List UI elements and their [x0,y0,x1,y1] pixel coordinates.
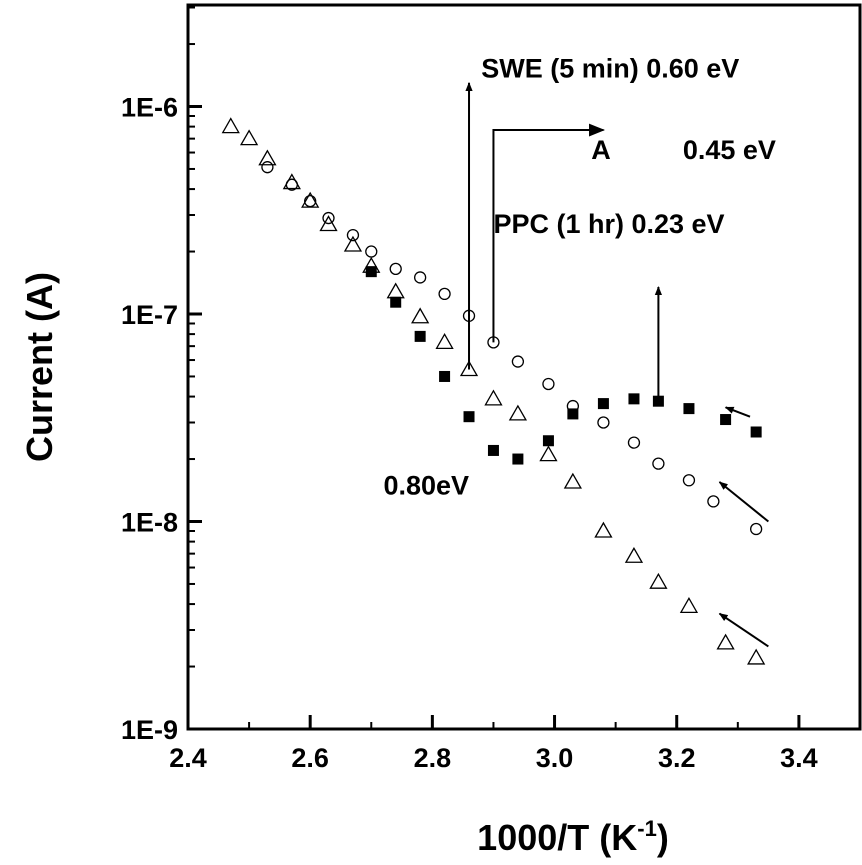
y-tick-label: 1E-9 [121,715,178,745]
point-triangle [435,333,454,350]
point-circle [707,495,720,508]
point-square [628,393,640,405]
point-circle [322,211,335,225]
point-circle [511,355,525,368]
point-circle [365,245,378,258]
point-square [597,398,609,410]
point-square [487,444,499,456]
annotation-label: SWE (5 min) 0.60 eV [481,53,739,83]
point-triangle [594,521,613,538]
point-triangle [563,472,582,489]
annotation-label: 0.80eV [383,470,469,500]
point-square [390,296,402,308]
point-circle [682,474,696,487]
point-triangle [221,117,240,134]
x-axis: 2.4 2.6 2.8 3.0 3.2 3.4 [169,715,818,773]
x-tick-label: 2.6 [291,743,329,773]
point-circle [389,262,402,276]
point-circle [597,416,610,429]
x-tick-label: 3.0 [536,743,574,773]
y-tick-label: 1E-8 [121,508,178,538]
point-circle [285,178,299,191]
point-triangle [459,360,479,377]
point-triangle [343,235,363,252]
x-tick-label: 3.2 [658,743,696,773]
point-square [542,435,554,447]
arrow-diagonal [718,612,769,648]
annotation-label: 0.45 eV [683,135,776,165]
point-triangle [716,633,735,650]
point-triangle [484,389,503,406]
point-circle [438,287,451,301]
annotation-arrows [465,81,769,648]
plot-frame [186,3,862,731]
y-tick-label: 1E-7 [121,300,178,330]
annotations: SWE (5 min) 0.60 eV A 0.45 eV PPC (1 hr) 0.… [383,53,775,500]
point-circle [413,271,427,284]
arrow-diagonal [718,481,769,523]
point-square [414,330,426,342]
point-circle [261,161,274,174]
point-triangle [319,215,338,232]
point-triangle [258,149,277,166]
point-triangle [411,307,430,324]
point-circle [304,194,317,208]
arrow-elbow [492,123,606,343]
x-tick-label: 3.4 [780,743,818,773]
point-triangle [508,404,528,421]
y-axis: 1E-9 1E-8 1E-7 1E-6 [121,6,202,745]
x-axis-title-sup: -1 [637,816,657,841]
point-circle [627,436,641,449]
point-square [750,426,762,438]
y-tick-label: 1E-6 [121,93,178,123]
x-tick-label: 2.4 [169,743,207,773]
point-square [463,411,475,423]
point-triangle [624,546,644,563]
x-axis-title-end: ) [657,817,669,858]
point-square [567,408,579,420]
x-axis-title: 1000/T (K-1) [477,816,669,858]
point-triangle [747,648,766,665]
x-tick-label: 2.8 [414,743,452,773]
point-triangle [649,572,668,589]
point-circle [542,377,555,391]
point-triangle [679,597,699,614]
annotation-label: A [591,135,611,165]
point-square [365,266,377,278]
point-circle [652,457,665,470]
point-square [683,403,695,415]
x-axis-title-main: 1000/T (K [477,817,637,858]
point-square [720,414,732,426]
point-square [512,453,524,465]
annotation-label: PPC (1 hr) 0.23 eV [493,209,724,239]
point-circle [749,522,763,536]
y-axis-title: Current (A) [19,272,60,462]
point-circle [346,228,360,242]
point-triangle [539,445,558,462]
point-square [439,370,451,382]
point-triangle [239,129,259,146]
point-triangle [386,282,405,299]
arrow-diagonal [724,406,751,418]
